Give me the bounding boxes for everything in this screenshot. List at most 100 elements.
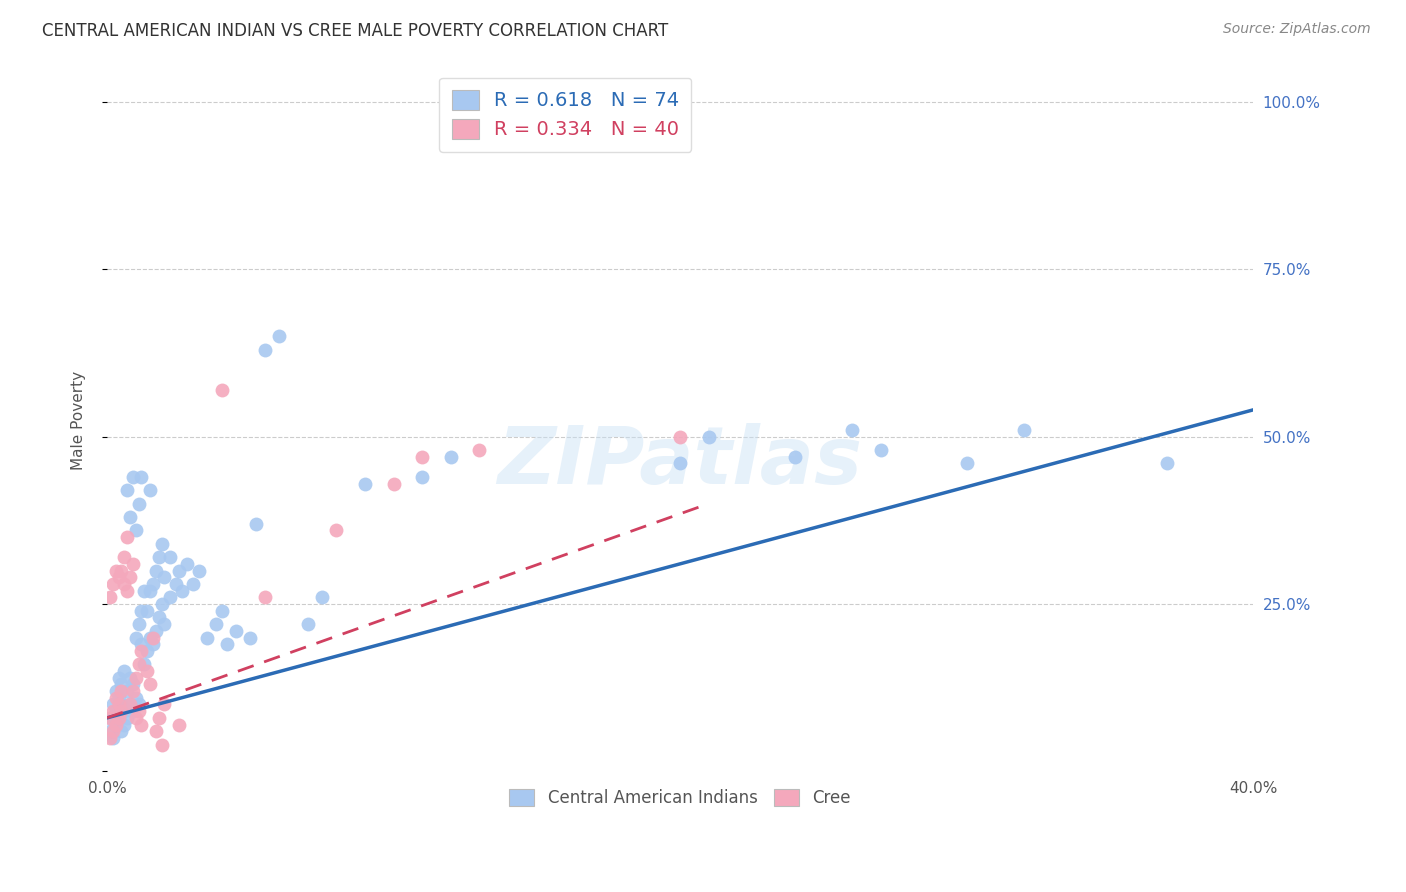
- Point: [115, 684, 138, 698]
- Point: [104, 684, 127, 698]
- Point: [181, 577, 204, 591]
- Point: [145, 624, 167, 638]
- Point: [110, 698, 132, 712]
- Point: [354, 476, 377, 491]
- Point: [107, 711, 129, 725]
- Point: [150, 537, 173, 551]
- Point: [107, 698, 129, 712]
- Point: [150, 597, 173, 611]
- Point: [121, 470, 143, 484]
- Point: [118, 510, 141, 524]
- Point: [104, 690, 127, 705]
- Point: [125, 524, 148, 538]
- Point: [159, 550, 181, 565]
- Point: [225, 624, 247, 638]
- Point: [125, 711, 148, 725]
- Point: [115, 583, 138, 598]
- Legend: Central American Indians, Cree: Central American Indians, Cree: [501, 780, 859, 816]
- Point: [142, 577, 165, 591]
- Point: [121, 557, 143, 571]
- Point: [153, 698, 176, 712]
- Point: [112, 550, 135, 565]
- Point: [253, 343, 276, 357]
- Point: [955, 457, 977, 471]
- Point: [104, 564, 127, 578]
- Point: [148, 550, 170, 565]
- Point: [145, 724, 167, 739]
- Point: [121, 684, 143, 698]
- Point: [142, 637, 165, 651]
- Point: [121, 704, 143, 718]
- Point: [150, 738, 173, 752]
- Point: [176, 557, 198, 571]
- Point: [136, 604, 159, 618]
- Point: [115, 483, 138, 498]
- Point: [107, 570, 129, 584]
- Point: [669, 457, 692, 471]
- Point: [142, 631, 165, 645]
- Point: [112, 577, 135, 591]
- Point: [382, 476, 405, 491]
- Point: [440, 450, 463, 464]
- Point: [98, 711, 121, 725]
- Point: [170, 583, 193, 598]
- Point: [217, 637, 239, 651]
- Point: [153, 570, 176, 584]
- Point: [98, 591, 121, 605]
- Point: [125, 631, 148, 645]
- Point: [1156, 457, 1178, 471]
- Point: [148, 711, 170, 725]
- Point: [128, 617, 150, 632]
- Point: [134, 657, 156, 672]
- Point: [411, 470, 433, 484]
- Point: [112, 704, 135, 718]
- Point: [98, 724, 121, 739]
- Point: [98, 731, 121, 745]
- Point: [125, 690, 148, 705]
- Point: [148, 610, 170, 624]
- Y-axis label: Male Poverty: Male Poverty: [72, 370, 86, 469]
- Point: [841, 423, 863, 437]
- Point: [101, 704, 124, 718]
- Point: [115, 530, 138, 544]
- Point: [468, 443, 491, 458]
- Point: [125, 671, 148, 685]
- Point: [118, 671, 141, 685]
- Point: [115, 711, 138, 725]
- Point: [101, 698, 124, 712]
- Point: [187, 564, 209, 578]
- Point: [131, 604, 153, 618]
- Point: [239, 631, 262, 645]
- Point: [131, 637, 153, 651]
- Point: [145, 564, 167, 578]
- Point: [139, 631, 162, 645]
- Point: [104, 717, 127, 731]
- Point: [101, 724, 124, 739]
- Text: Source: ZipAtlas.com: Source: ZipAtlas.com: [1223, 22, 1371, 37]
- Point: [104, 717, 127, 731]
- Point: [107, 671, 129, 685]
- Point: [869, 443, 891, 458]
- Point: [211, 383, 233, 397]
- Text: ZIPatlas: ZIPatlas: [498, 423, 862, 501]
- Point: [110, 724, 132, 739]
- Point: [153, 617, 176, 632]
- Point: [195, 631, 218, 645]
- Point: [131, 470, 153, 484]
- Point: [136, 664, 159, 678]
- Point: [245, 516, 267, 531]
- Point: [1012, 423, 1035, 437]
- Point: [159, 591, 181, 605]
- Point: [104, 704, 127, 718]
- Point: [118, 698, 141, 712]
- Point: [139, 483, 162, 498]
- Point: [165, 577, 187, 591]
- Point: [139, 583, 162, 598]
- Text: CENTRAL AMERICAN INDIAN VS CREE MALE POVERTY CORRELATION CHART: CENTRAL AMERICAN INDIAN VS CREE MALE POV…: [42, 22, 668, 40]
- Point: [253, 591, 276, 605]
- Point: [131, 717, 153, 731]
- Point: [118, 698, 141, 712]
- Point: [110, 677, 132, 691]
- Point: [211, 604, 233, 618]
- Point: [128, 704, 150, 718]
